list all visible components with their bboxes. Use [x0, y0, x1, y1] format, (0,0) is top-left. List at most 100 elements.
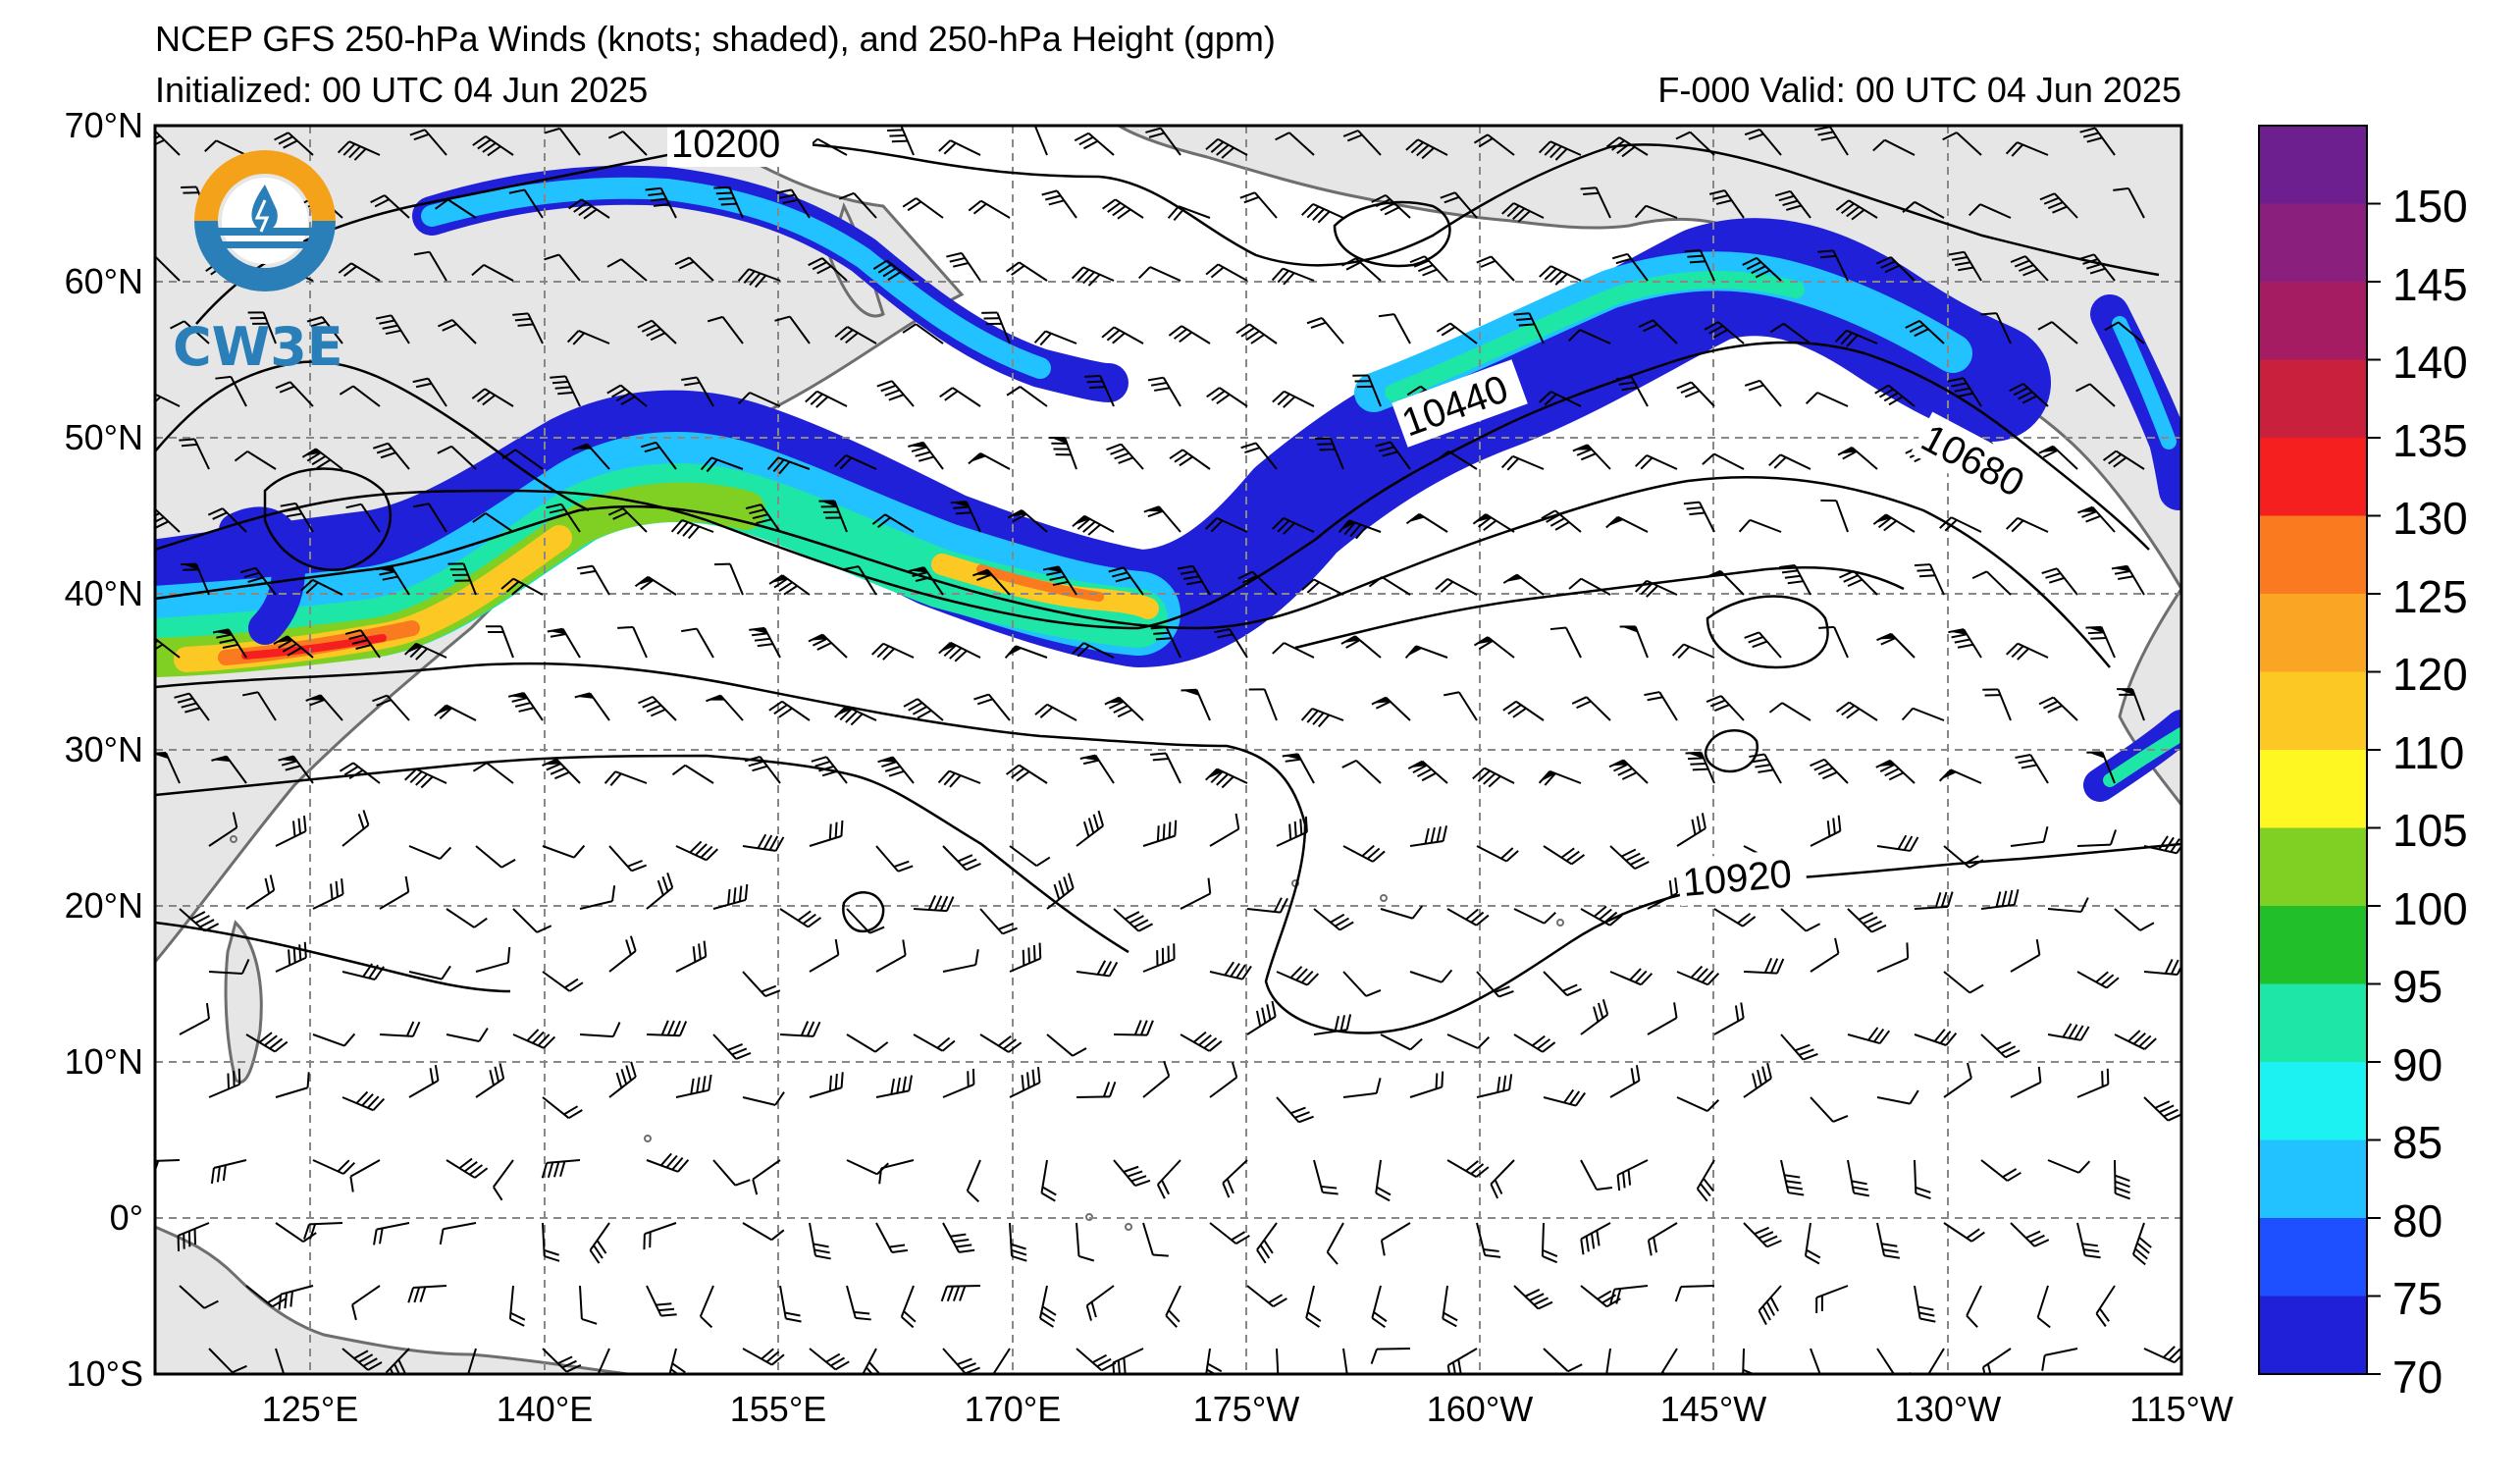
wind-barb — [700, 456, 744, 473]
wind-barb — [1605, 136, 1649, 158]
wind-barb — [1271, 516, 1315, 535]
wind-barb — [1513, 1285, 1553, 1310]
wind-barb — [1676, 813, 1706, 847]
wind-barb — [809, 938, 840, 973]
wind-barb — [179, 1002, 210, 1035]
wind-barb — [1214, 628, 1248, 659]
wind-barb — [1237, 570, 1278, 596]
wind-barb — [174, 692, 210, 721]
wind-barb — [385, 1348, 410, 1374]
wind-barb — [1142, 1060, 1171, 1098]
wind-barb — [946, 251, 981, 282]
wind-barb — [1780, 1033, 1818, 1061]
contour-labels: 10200 10440 10680 10920 — [667, 126, 2046, 907]
wind-barb — [1009, 1222, 1027, 1262]
wind-barb — [779, 1285, 802, 1323]
wind-barb — [878, 1159, 915, 1185]
wind-barb — [670, 518, 714, 540]
wind-barb — [1876, 834, 1919, 852]
wind-barb — [1580, 905, 1623, 927]
wind-barb — [1874, 384, 1916, 407]
wind-barb — [1875, 759, 1916, 784]
wind-barb — [275, 941, 307, 973]
wind-barb — [2075, 383, 2116, 407]
wind-barb — [501, 449, 544, 470]
wind-barb — [1165, 1285, 1181, 1328]
colorbar-tick: 80 — [2392, 1195, 2442, 1246]
wind-barb — [341, 963, 385, 980]
wind-barb — [234, 450, 277, 470]
wind-barb — [1571, 696, 1611, 721]
wind-barb — [1982, 688, 2012, 721]
wind-barb — [737, 392, 781, 407]
wind-barb — [1177, 564, 1211, 596]
wind-barb — [1644, 691, 1678, 721]
wind-barb — [884, 126, 915, 156]
colorbar-segment — [2259, 126, 2367, 204]
wind-barb — [589, 1222, 610, 1264]
wind-barb — [179, 438, 210, 470]
wind-barb — [1440, 191, 1478, 219]
wind-barb — [1042, 565, 1077, 596]
wind-barb — [1476, 1074, 1513, 1098]
wind-barb — [1380, 905, 1424, 920]
wind-barb — [500, 577, 544, 596]
wind-barb — [877, 756, 915, 784]
wind-barb — [1341, 759, 1382, 784]
wind-barb — [372, 442, 410, 470]
lat-tick: 10°S — [67, 1353, 143, 1394]
wind-barb — [407, 1285, 447, 1303]
wind-barb — [512, 908, 552, 933]
wind-barb — [408, 845, 452, 861]
wind-barb — [1980, 889, 2020, 910]
wind-barb — [1446, 1348, 1478, 1374]
wind-barb — [2086, 751, 2116, 784]
wind-barb — [1981, 1348, 2012, 1374]
init-time: Initialized: 00 UTC 04 Jun 2025 — [155, 70, 648, 110]
wind-barb — [485, 625, 514, 659]
wind-barb — [435, 198, 477, 219]
wind-barb — [1966, 1285, 1982, 1328]
wind-barb — [808, 257, 848, 282]
wind-barb — [579, 1022, 621, 1038]
wind-barb — [475, 1063, 505, 1098]
wind-barb — [212, 628, 247, 659]
wind-barb — [1683, 501, 1715, 533]
wind-barb — [1313, 1014, 1352, 1035]
wind-barb — [805, 390, 848, 408]
lon-tick: 140°E — [497, 1389, 593, 1429]
wind-barb — [1142, 1222, 1169, 1257]
wind-barb — [544, 253, 581, 282]
wind-barb — [1609, 845, 1650, 870]
wind-barb — [2076, 829, 2117, 847]
wind-barb — [1539, 265, 1582, 286]
wind-barb — [1676, 381, 1715, 407]
wind-barb — [1914, 563, 1945, 596]
wind-barb — [412, 377, 447, 407]
wind-barb — [1943, 845, 1984, 869]
wind-barb — [1009, 1066, 1041, 1098]
wind-barb — [349, 1159, 381, 1192]
wind-barb — [1580, 1159, 1613, 1191]
wind-barb — [1147, 376, 1181, 407]
wind-barb — [1409, 825, 1448, 847]
wind-barb — [1834, 329, 1878, 347]
wind-barb — [1704, 321, 1745, 344]
wind-barb — [1101, 326, 1144, 344]
wind-barb — [1948, 628, 1982, 659]
wind-barb — [1209, 1062, 1238, 1098]
wind-barb — [1744, 128, 1782, 156]
wind-barb — [1549, 626, 1582, 659]
wind-barb — [275, 1072, 310, 1098]
wind-barb — [2113, 186, 2145, 219]
wind-barb — [1513, 908, 1556, 925]
wind-barb — [574, 692, 610, 721]
wind-barb — [1113, 1020, 1154, 1036]
wind-barb — [1181, 688, 1211, 721]
wind-barb — [1205, 768, 1248, 789]
wind-barb — [1971, 570, 2012, 596]
wind-barb — [1814, 126, 1849, 156]
colorbar-tick: 75 — [2392, 1273, 2442, 1324]
wind-barb — [809, 1222, 831, 1260]
wind-barb — [1033, 126, 1048, 156]
